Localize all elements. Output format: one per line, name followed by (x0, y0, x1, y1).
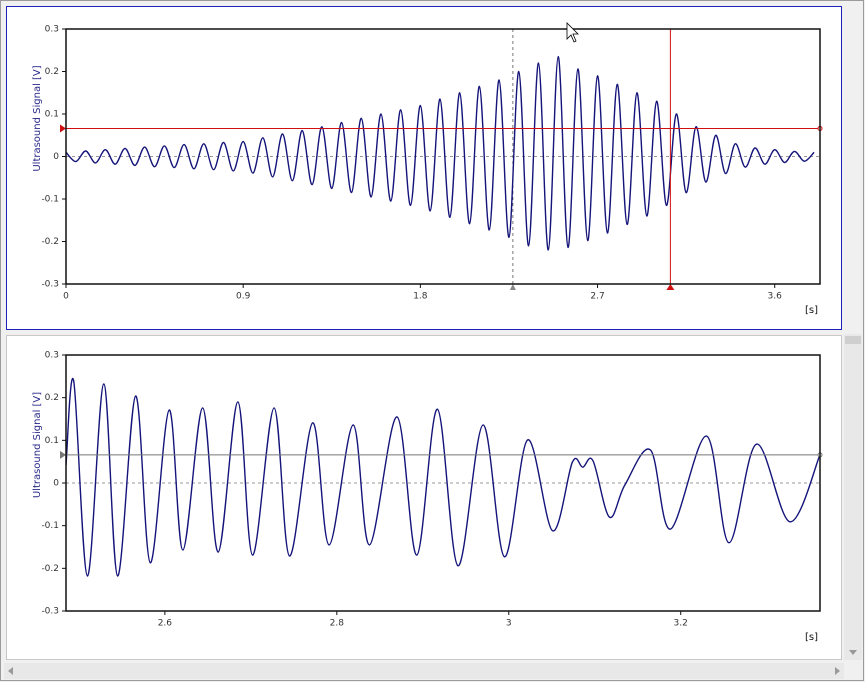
y-tick-label: -0.1 (41, 521, 59, 531)
x-tick-label: 3.6 (768, 292, 783, 302)
x-tick-label: 2.8 (330, 619, 345, 629)
y-axis-label: Ultrasound Signal [V] (32, 392, 43, 498)
cursor-v-handle (666, 284, 675, 290)
y-tick-label: -0.2 (41, 237, 59, 247)
y-tick-label: 0.2 (45, 393, 59, 403)
top-panel[interactable] (6, 6, 842, 330)
y-tick-label: 0 (53, 479, 59, 489)
signal-line (66, 55, 815, 251)
signal-line (66, 377, 820, 577)
x-tick-label: 2.7 (590, 292, 604, 302)
x-tick-label: 2.6 (158, 619, 173, 629)
x-unit: [s] (805, 632, 818, 643)
mouse-cursor (566, 22, 579, 43)
cursor-h-handle (60, 124, 66, 133)
bottom-panel[interactable] (6, 335, 842, 660)
marker-handle (509, 284, 516, 290)
y-tick-label: 0 (53, 152, 59, 162)
scroll-left[interactable] (8, 667, 13, 675)
scroll-down[interactable] (849, 650, 857, 655)
x-tick-label: 3.2 (674, 619, 688, 629)
x-tick-label: 1.8 (413, 292, 428, 302)
y-tick-label: -0.3 (41, 607, 59, 617)
x-tick-label: 0 (63, 292, 69, 302)
v-scroll-thumb[interactable] (845, 336, 861, 344)
y-tick-label: -0.2 (41, 564, 59, 574)
y-tick-label: 0.3 (45, 351, 59, 361)
x-unit: [s] (805, 305, 818, 316)
h-scrollbar[interactable] (4, 663, 844, 679)
y-tick-label: -0.1 (41, 195, 59, 205)
y-tick-label: -0.3 (41, 280, 59, 290)
y-tick-label: 0.1 (45, 110, 59, 120)
cursor-h-handle (60, 450, 66, 459)
y-tick-label: 0.3 (45, 25, 59, 35)
x-tick-label: 0.9 (236, 292, 251, 302)
y-axis-label: Ultrasound Signal [V] (32, 65, 43, 171)
v-scrollbar[interactable] (844, 334, 862, 660)
y-tick-label: 0.2 (45, 67, 59, 77)
x-tick-label: 3 (506, 619, 512, 629)
y-tick-label: 0.1 (45, 436, 59, 446)
scroll-right[interactable] (835, 667, 840, 675)
